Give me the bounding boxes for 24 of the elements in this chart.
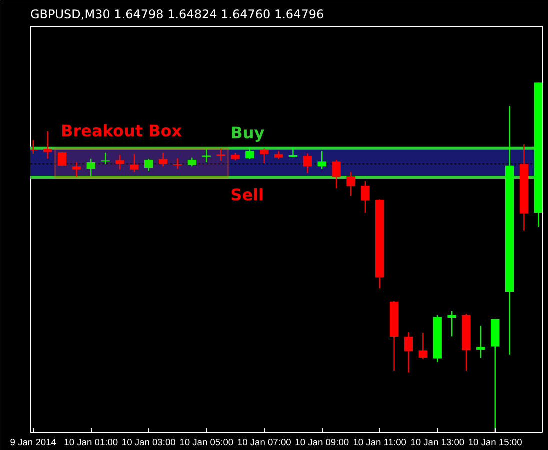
ref-line-label: Buy: [230, 123, 266, 142]
candlestick: [30, 140, 38, 155]
x-tick-label: 10 Jan 03:00: [122, 438, 176, 448]
x-tick-label: 9 Jan 2014: [10, 438, 56, 448]
chart-title: GBPUSD,M30 1.64798 1.64824 1.64760 1.64796: [30, 8, 324, 22]
x-tick-label: 10 Jan 15:00: [468, 438, 522, 448]
candlestick: [448, 310, 456, 338]
candlestick: [332, 159, 341, 190]
candlestick: [130, 154, 139, 173]
x-tick-label: 10 Jan 13:00: [410, 438, 465, 448]
candlestick: [202, 148, 211, 164]
x-tick-label: 10 Jan 05:00: [180, 438, 234, 448]
candlestick: [260, 148, 269, 164]
candlestick: [246, 146, 254, 160]
candlestick: [346, 172, 356, 197]
x-tick-label: 10 Jan 01:00: [64, 438, 118, 448]
candlestick: [462, 314, 471, 372]
ref-line-label: Sell: [230, 186, 264, 205]
candlestick: [216, 148, 226, 162]
band-label: Breakout Box: [61, 121, 183, 140]
x-tick-label: 10 Jan 09:00: [295, 438, 350, 448]
x-tick-label: 10 Jan 11:00: [353, 438, 406, 448]
x-tick-label: 10 Jan 07:00: [237, 438, 292, 448]
candlestick: [476, 325, 486, 359]
